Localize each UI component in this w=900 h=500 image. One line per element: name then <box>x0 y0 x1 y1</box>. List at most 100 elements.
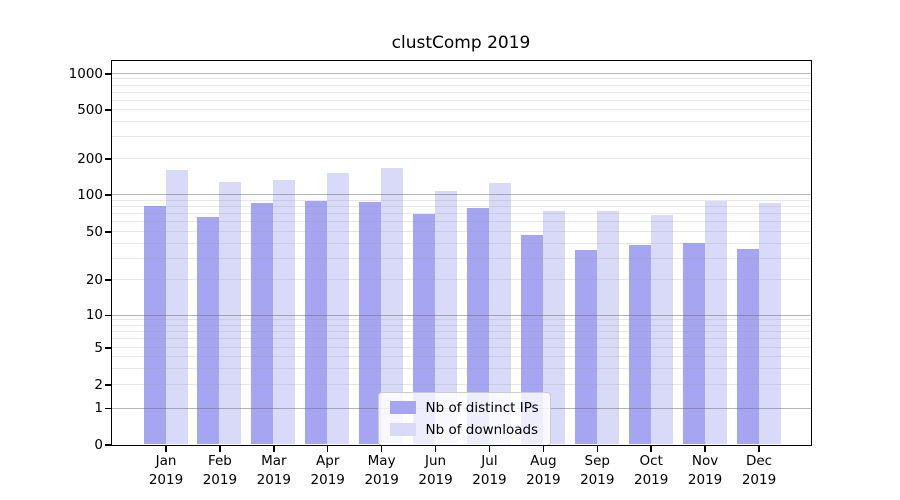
legend-label-downloads: Nb of downloads <box>425 421 539 438</box>
y-tick-label: 200 <box>77 150 103 167</box>
x-tick-mark <box>650 446 652 452</box>
bar-dec-downloads <box>758 202 781 445</box>
y-tick-label: 100 <box>77 186 103 203</box>
minor-gridline <box>111 205 811 207</box>
y-tick-label: 1000 <box>68 65 103 82</box>
minor-gridline <box>111 109 811 110</box>
y-tick-label: 1 <box>94 400 103 416</box>
x-tick-label-jul: Jul 2019 <box>472 453 507 488</box>
major-gridline <box>111 73 811 74</box>
x-tick-label-oct: Oct 2019 <box>634 453 669 488</box>
x-tick-mark <box>380 446 383 452</box>
y-tick-label: 5 <box>94 339 103 356</box>
y-tick-label: 500 <box>77 101 103 118</box>
x-tick-mark <box>434 446 437 452</box>
legend-item-distinct-ips: Nb of distinct IPs <box>389 399 539 416</box>
legend-label-distinct-ips: Nb of distinct IPs <box>425 399 539 416</box>
bar-oct-downloads <box>650 215 673 445</box>
bar-feb-downloads <box>219 182 242 445</box>
minor-gridline <box>111 91 811 93</box>
x-tick-mark <box>758 446 760 452</box>
x-tick-label-sep: Sep 2019 <box>580 453 615 488</box>
bar-jan-distinct-ips <box>143 205 166 445</box>
bar-nov-downloads <box>704 200 727 445</box>
x-tick-mark <box>542 446 545 452</box>
minor-gridline <box>111 384 811 385</box>
legend: Nb of distinct IPs Nb of downloads <box>377 391 551 445</box>
bar-oct-distinct-ips <box>628 244 651 445</box>
minor-gridline <box>111 279 811 280</box>
bar-may-distinct-ips <box>359 201 382 445</box>
y-tick-mark <box>104 444 111 446</box>
x-tick-label-mar: Mar 2019 <box>256 453 291 488</box>
y-tick-label: 2 <box>94 376 103 393</box>
bar-nov-distinct-ips <box>682 243 705 445</box>
y-tick-mark <box>104 73 111 75</box>
minor-gridline <box>111 367 811 369</box>
bar-apr-downloads <box>327 173 350 445</box>
x-tick-mark <box>273 446 275 452</box>
minor-gridline <box>111 347 811 348</box>
x-tick-label-aug: Aug 2019 <box>526 453 561 488</box>
x-tick-mark <box>219 446 221 452</box>
minor-gridline <box>111 356 811 357</box>
minor-gridline <box>111 158 811 159</box>
y-tick-mark <box>104 158 111 160</box>
x-tick-mark <box>596 446 599 452</box>
major-gridline <box>111 314 811 316</box>
bar-mar-distinct-ips <box>251 202 274 445</box>
minor-gridline <box>111 221 811 223</box>
minor-gridline <box>111 257 811 259</box>
minor-gridline <box>111 84 811 86</box>
y-tick-mark <box>104 279 111 281</box>
bar-may-downloads <box>381 167 404 445</box>
minor-gridline <box>111 331 811 333</box>
y-tick-mark <box>104 109 111 111</box>
minor-gridline <box>111 78 811 80</box>
y-tick-mark <box>104 194 111 196</box>
y-tick-mark <box>104 384 111 386</box>
minor-gridline <box>111 213 811 215</box>
y-tick-mark <box>104 407 111 410</box>
grid-layer <box>111 61 811 445</box>
major-gridline <box>111 194 811 195</box>
bar-jan-downloads <box>165 170 188 445</box>
minor-gridline <box>111 120 811 122</box>
x-tick-label-jun: Jun 2019 <box>418 453 453 488</box>
x-tick-label-feb: Feb 2019 <box>202 453 238 488</box>
y-tick-label: 0 <box>94 436 103 453</box>
x-tick-mark <box>326 446 329 452</box>
bar-sep-downloads <box>596 210 619 445</box>
x-tick-label-jan: Jan 2019 <box>148 453 184 488</box>
minor-gridline <box>111 319 811 321</box>
minor-gridline <box>111 199 811 201</box>
legend-swatch-downloads <box>389 423 416 436</box>
bar-dec-distinct-ips <box>736 248 759 445</box>
bar-mar-downloads <box>273 179 296 445</box>
bar-jun-distinct-ips <box>413 214 436 445</box>
x-tick-label-dec: Dec 2019 <box>741 453 777 488</box>
bar-aug-downloads <box>542 210 565 445</box>
y-tick-label: 10 <box>85 307 103 323</box>
minor-gridline <box>111 231 811 232</box>
minor-gridline <box>111 338 811 340</box>
minor-gridline <box>111 242 811 244</box>
y-tick-label: 50 <box>85 223 103 240</box>
chart-title: clustComp 2019 <box>391 33 531 53</box>
x-tick-mark <box>165 446 167 452</box>
x-tick-mark <box>704 446 706 452</box>
y-tick-mark <box>104 314 111 317</box>
minor-gridline <box>111 99 811 101</box>
legend-swatch-distinct-ips <box>389 401 416 414</box>
x-tick-label-nov: Nov 2019 <box>687 453 723 488</box>
bar-jul-downloads <box>488 182 511 445</box>
x-tick-label-apr: Apr 2019 <box>310 453 345 488</box>
bar-jun-downloads <box>435 190 458 445</box>
bar-apr-distinct-ips <box>305 201 328 445</box>
y-tick-label: 20 <box>85 271 103 288</box>
legend-item-downloads: Nb of downloads <box>389 421 539 438</box>
x-tick-mark <box>488 446 491 452</box>
y-tick-mark <box>104 347 111 349</box>
minor-gridline <box>111 324 811 326</box>
